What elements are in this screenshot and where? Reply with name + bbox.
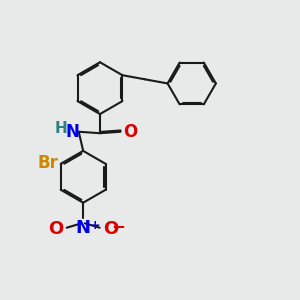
- Text: O: O: [103, 220, 118, 238]
- Text: N: N: [65, 123, 79, 141]
- Text: Br: Br: [38, 154, 58, 172]
- Text: N: N: [76, 219, 91, 237]
- Text: +: +: [90, 219, 100, 232]
- Text: H: H: [55, 121, 68, 136]
- Text: O: O: [48, 220, 63, 238]
- Text: −: −: [111, 217, 125, 235]
- Text: O: O: [123, 123, 137, 141]
